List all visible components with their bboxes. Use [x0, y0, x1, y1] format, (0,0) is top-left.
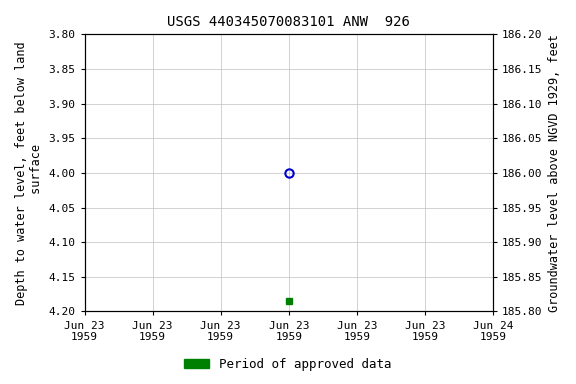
Legend: Period of approved data: Period of approved data — [179, 353, 397, 376]
Y-axis label: Depth to water level, feet below land
 surface: Depth to water level, feet below land su… — [15, 41, 43, 305]
Y-axis label: Groundwater level above NGVD 1929, feet: Groundwater level above NGVD 1929, feet — [548, 34, 561, 312]
Title: USGS 440345070083101 ANW  926: USGS 440345070083101 ANW 926 — [167, 15, 410, 29]
